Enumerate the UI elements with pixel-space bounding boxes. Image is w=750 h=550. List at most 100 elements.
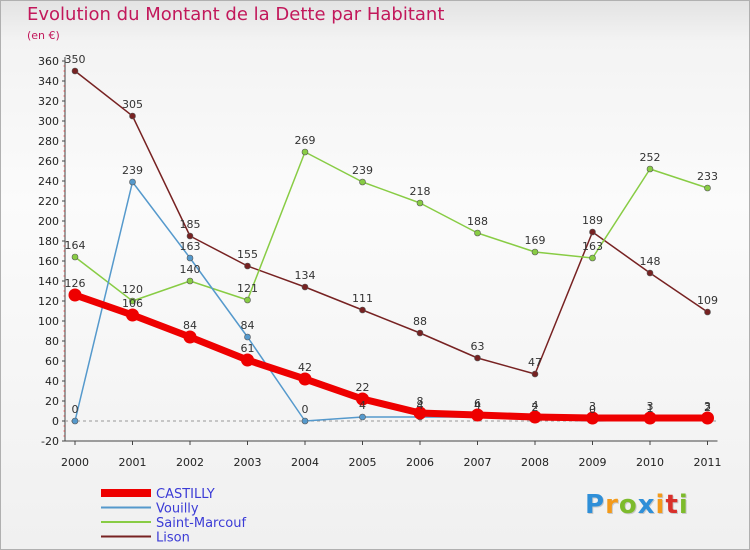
y-tick-label: -20 — [41, 435, 59, 448]
proxiti-logo: Proxiti — [585, 490, 689, 520]
data-point-lison — [301, 283, 309, 291]
data-label-vouilly: 4 — [359, 399, 366, 412]
data-label-lison: 155 — [237, 248, 258, 261]
data-label-vouilly: 239 — [122, 164, 143, 177]
logo-letter: o — [618, 490, 638, 520]
data-label-lison: 148 — [640, 255, 661, 268]
data-label-vouilly: 2 — [704, 401, 711, 414]
data-point-castilly — [528, 410, 542, 424]
data-label-vouilly: 1 — [647, 402, 654, 415]
y-tick-label: 140 — [38, 275, 59, 288]
data-label-saint-marcouf: 120 — [122, 283, 143, 296]
data-label-castilly: 42 — [298, 361, 312, 374]
x-tick-label: 2005 — [349, 456, 377, 469]
data-label-saint-marcouf: 233 — [697, 170, 718, 183]
x-tick-label: 2007 — [464, 456, 492, 469]
legend-label-lison: Lison — [156, 531, 190, 546]
x-tick-label: 2000 — [61, 456, 89, 469]
data-label-lison: 305 — [122, 98, 143, 111]
data-label-vouilly: 84 — [241, 319, 255, 332]
data-point-saint-marcouf — [416, 199, 424, 207]
data-point-saint-marcouf — [244, 296, 251, 304]
x-tick-label: 2006 — [406, 456, 434, 469]
data-label-castilly: 61 — [241, 342, 255, 355]
x-tick-label: 2010 — [636, 456, 664, 469]
data-label-vouilly: 0 — [589, 403, 596, 416]
y-tick-label: 40 — [45, 375, 59, 388]
data-point-saint-marcouf — [71, 253, 79, 261]
data-point-lison — [589, 228, 596, 236]
logo-letter: P — [585, 490, 606, 520]
data-label-saint-marcouf: 121 — [237, 282, 258, 295]
legend-label-vouilly: Vouilly — [156, 502, 199, 517]
data-point-castilly — [68, 288, 82, 302]
data-label-castilly: 3 — [589, 400, 596, 413]
data-point-saint-marcouf — [474, 229, 481, 237]
legend-label-castilly: CASTILLY — [156, 487, 215, 502]
data-point-castilly — [643, 411, 657, 425]
data-label-vouilly: 4 — [417, 399, 424, 412]
x-tick-label: 2002 — [176, 456, 204, 469]
y-tick-label: 240 — [38, 175, 59, 188]
data-point-castilly — [471, 408, 484, 422]
logo-letter: i — [655, 490, 666, 520]
logo-letter: x — [637, 490, 656, 520]
data-point-vouilly — [71, 417, 79, 425]
data-label-castilly: 3 — [704, 400, 711, 413]
data-label-castilly: 8 — [417, 395, 424, 408]
series-line-vouilly — [74, 181, 708, 422]
data-point-lison — [129, 112, 136, 120]
y-tick-label: 260 — [38, 155, 59, 168]
data-label-lison: 185 — [180, 218, 201, 231]
data-label-castilly: 3 — [647, 400, 654, 413]
data-label-lison: 111 — [352, 292, 373, 305]
data-point-saint-marcouf — [129, 297, 136, 305]
data-label-lison: 63 — [471, 340, 485, 353]
x-tick-label: 2011 — [694, 456, 722, 469]
y-tick-label: 300 — [38, 115, 59, 128]
y-tick-label: 180 — [38, 235, 59, 248]
data-label-saint-marcouf: 163 — [582, 240, 603, 253]
data-label-castilly: 106 — [122, 297, 143, 310]
legend-label-saint-marcouf: Saint-Marcouf — [156, 516, 246, 531]
y-tick-label: 160 — [38, 255, 59, 268]
data-point-castilly — [586, 411, 599, 425]
data-point-lison — [71, 67, 79, 75]
y-tick-label: 20 — [45, 395, 59, 408]
data-point-castilly — [413, 406, 427, 420]
data-label-saint-marcouf: 140 — [180, 263, 201, 276]
y-tick-label: 320 — [38, 95, 59, 108]
data-label-lison: 88 — [413, 315, 427, 328]
logo-letter: r — [605, 490, 619, 520]
data-point-castilly — [126, 308, 139, 322]
data-label-saint-marcouf: 169 — [525, 234, 546, 247]
series-line-saint-marcouf — [74, 151, 708, 302]
y-tick-label: 280 — [38, 135, 59, 148]
data-label-lison: 47 — [528, 356, 542, 369]
data-label-saint-marcouf: 164 — [65, 239, 86, 252]
data-point-vouilly — [359, 413, 366, 421]
data-point-lison — [359, 306, 366, 314]
data-point-saint-marcouf — [301, 148, 309, 156]
y-tick-label: 360 — [38, 55, 59, 68]
data-point-lison — [474, 354, 481, 362]
series-line-castilly — [73, 291, 708, 422]
data-label-saint-marcouf: 188 — [467, 215, 488, 228]
data-label-vouilly: 163 — [180, 240, 201, 253]
data-point-castilly — [241, 353, 254, 367]
data-point-vouilly — [301, 417, 309, 425]
data-label-lison: 109 — [697, 294, 718, 307]
data-point-castilly — [298, 372, 312, 386]
data-point-lison — [416, 329, 424, 337]
x-tick-label: 2003 — [234, 456, 262, 469]
data-label-castilly: 126 — [65, 277, 86, 290]
chart-title: Evolution du Montant de la Dette par Hab… — [27, 4, 445, 25]
series-line-lison — [74, 70, 708, 375]
data-label-castilly: 6 — [474, 397, 481, 410]
x-tick-label: 2009 — [579, 456, 607, 469]
data-point-saint-marcouf — [704, 184, 711, 192]
data-point-vouilly — [129, 178, 136, 186]
data-point-lison — [244, 262, 251, 270]
